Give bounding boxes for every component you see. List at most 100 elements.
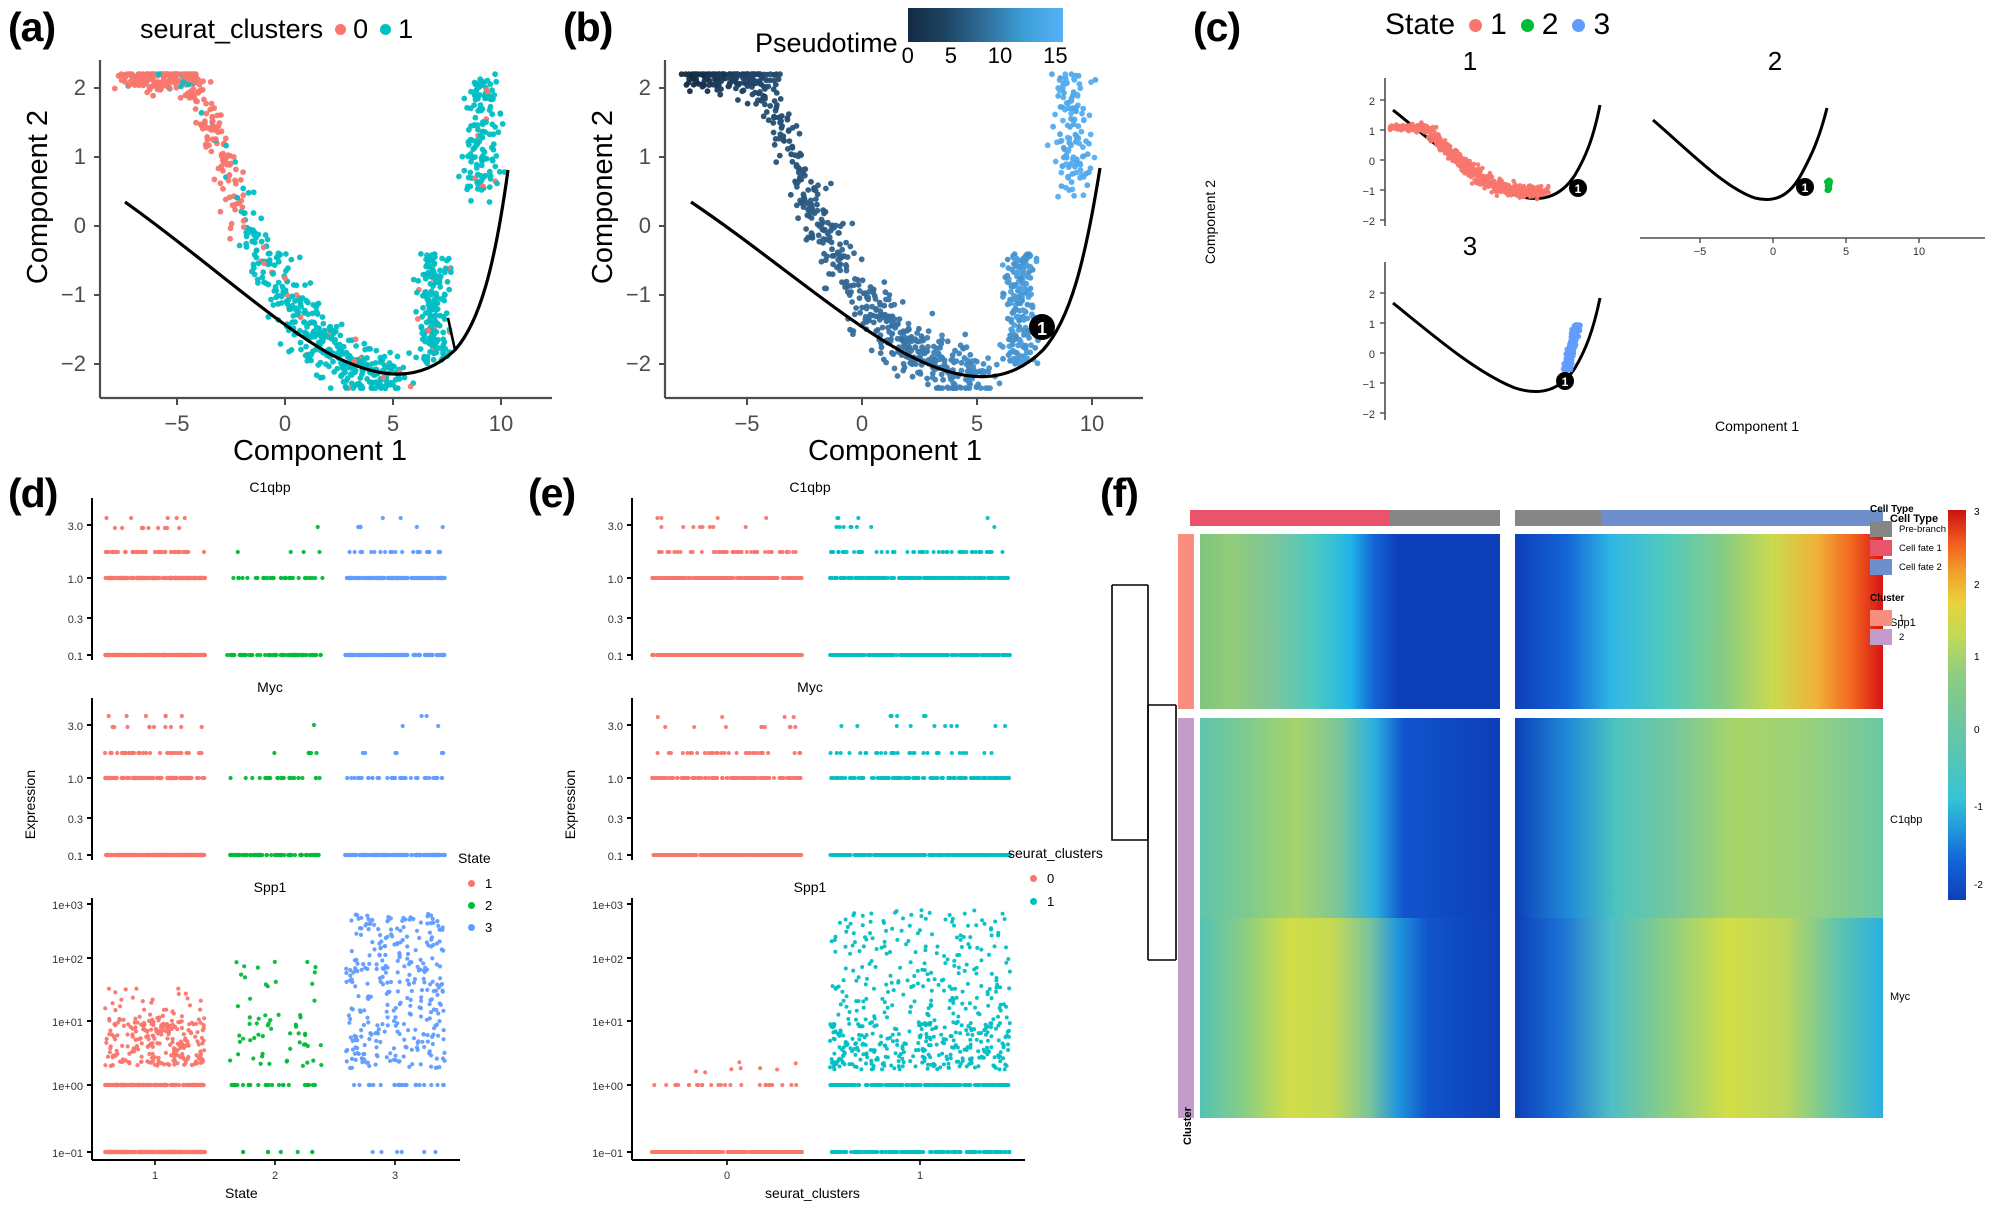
pseudotime-colorbar[interactable]: 0 5 10 15 (902, 8, 1068, 69)
data-point (426, 340, 433, 347)
data-point (353, 343, 359, 349)
data-point (1016, 323, 1023, 330)
data-point (364, 852, 369, 858)
data-point (168, 775, 173, 781)
data-point (258, 652, 263, 658)
data-point (121, 775, 127, 781)
data-point (1028, 291, 1034, 298)
data-point (1014, 350, 1020, 356)
data-point (862, 290, 868, 297)
data-point (683, 82, 690, 88)
data-point (853, 305, 859, 311)
data-point (1052, 111, 1058, 118)
data-point (136, 750, 141, 756)
data-point (288, 256, 295, 263)
data-point (804, 212, 811, 219)
data-point (319, 374, 326, 381)
data-point (209, 136, 216, 143)
data-point (152, 549, 157, 555)
legend-entry-state-2[interactable]: 2 (1520, 8, 1558, 42)
data-point (957, 342, 964, 349)
data-point (338, 347, 345, 354)
data-point (948, 357, 955, 363)
data-point (263, 775, 268, 781)
data-point (134, 73, 140, 79)
data-point (949, 352, 956, 358)
data-point (1057, 104, 1064, 110)
data-point (134, 775, 139, 781)
data-point (428, 291, 435, 298)
data-point (122, 1149, 127, 1155)
legend-entry-cluster-0[interactable]: 0 (335, 14, 368, 45)
data-point (934, 351, 941, 358)
data-point (899, 299, 906, 305)
data-point (958, 359, 965, 366)
data-point (120, 652, 125, 658)
legend-entry-cluster-1[interactable]: 1 (380, 14, 413, 45)
data-point (1546, 183, 1551, 189)
data-point (438, 549, 443, 555)
data-point (189, 852, 194, 858)
data-point (1012, 305, 1019, 312)
data-point (258, 215, 265, 222)
legend-entry-state-3[interactable]: 3 (1572, 8, 1610, 42)
data-point (1054, 139, 1060, 146)
data-point (479, 121, 486, 128)
data-point (165, 652, 170, 658)
data-point (767, 77, 773, 84)
data-point (236, 242, 243, 249)
data-point (349, 775, 354, 781)
data-point (413, 652, 418, 658)
data-point (111, 85, 118, 92)
data-point (380, 852, 385, 858)
data-point (468, 158, 474, 165)
data-point (400, 575, 406, 581)
data-point (428, 652, 433, 658)
data-point (148, 652, 153, 658)
data-point (824, 230, 831, 237)
data-point (866, 317, 872, 324)
data-point (283, 268, 289, 274)
data-point (230, 154, 237, 160)
data-point (143, 852, 148, 858)
data-point (193, 852, 199, 858)
data-point (381, 362, 388, 368)
data-point (1088, 79, 1094, 85)
data-point (1061, 90, 1067, 96)
data-point (143, 549, 148, 555)
data-point (230, 652, 235, 658)
data-point (1505, 182, 1510, 188)
data-point (192, 575, 197, 581)
data-point (304, 852, 309, 858)
data-point (944, 338, 951, 345)
data-point (400, 723, 405, 729)
panel-c-legend-title: State (1385, 8, 1456, 41)
data-point (1469, 181, 1475, 186)
data-point (175, 852, 180, 858)
data-point (255, 575, 260, 581)
data-point (475, 179, 482, 186)
data-point (1074, 93, 1081, 99)
data-point (941, 361, 948, 367)
data-point (1454, 149, 1460, 154)
data-point (829, 253, 836, 259)
data-point (849, 299, 855, 305)
data-point (165, 515, 170, 521)
panel-c-legend: State 1 2 3 (1385, 8, 1610, 42)
data-point (826, 237, 832, 244)
data-point (282, 275, 288, 282)
pseudotime-ticks: 0 5 10 15 (901, 43, 1068, 68)
data-point (331, 369, 338, 375)
data-point (292, 852, 298, 858)
data-point (273, 254, 280, 261)
data-point (1493, 184, 1499, 189)
data-point (432, 274, 438, 281)
data-point (1526, 192, 1531, 198)
data-point (176, 750, 181, 756)
data-point (367, 575, 373, 581)
data-point (856, 288, 863, 294)
data-point (1062, 106, 1068, 113)
data-point (1077, 167, 1084, 173)
data-point (145, 775, 150, 781)
legend-entry-state-1[interactable]: 1 (1469, 8, 1507, 42)
